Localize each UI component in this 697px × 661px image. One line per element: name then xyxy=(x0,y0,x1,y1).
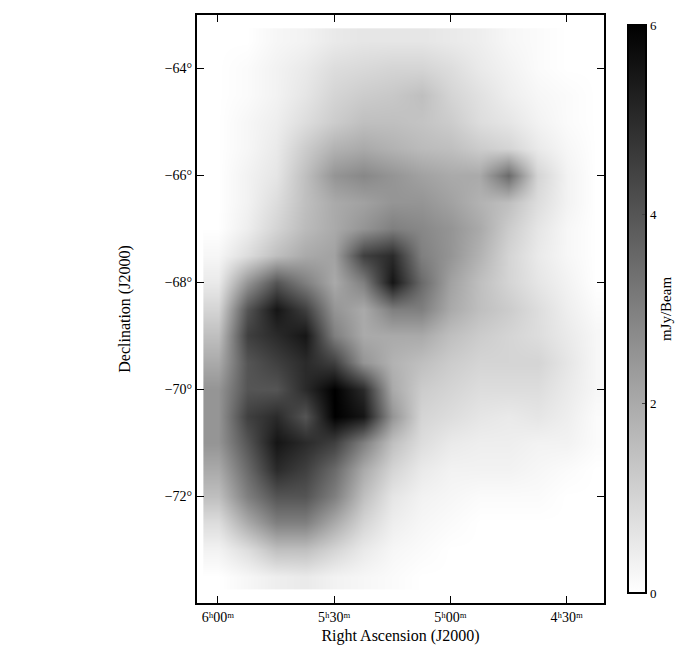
svg-text:Declination (J2000): Declination (J2000) xyxy=(116,245,134,373)
svg-text:Right Ascension (J2000): Right Ascension (J2000) xyxy=(321,627,479,645)
svg-text:−64°: −64° xyxy=(165,61,193,76)
svg-text:−68°: −68° xyxy=(165,275,193,290)
svg-text:6: 6 xyxy=(650,18,657,33)
svg-text:4ʰ30ᵐ: 4ʰ30ᵐ xyxy=(551,610,583,625)
svg-text:6ʰ00ᵐ: 6ʰ00ᵐ xyxy=(202,610,234,625)
svg-text:−72°: −72° xyxy=(165,489,193,504)
svg-text:−66°: −66° xyxy=(165,168,193,183)
svg-text:2: 2 xyxy=(650,396,657,411)
svg-text:mJy/Beam: mJy/Beam xyxy=(658,277,674,341)
svg-text:4: 4 xyxy=(650,207,657,222)
svg-text:0: 0 xyxy=(650,586,657,601)
svg-text:−70°: −70° xyxy=(165,382,193,397)
svg-text:5ʰ30ᵐ: 5ʰ30ᵐ xyxy=(318,610,350,625)
svg-text:5ʰ00ᵐ: 5ʰ00ᵐ xyxy=(434,610,466,625)
